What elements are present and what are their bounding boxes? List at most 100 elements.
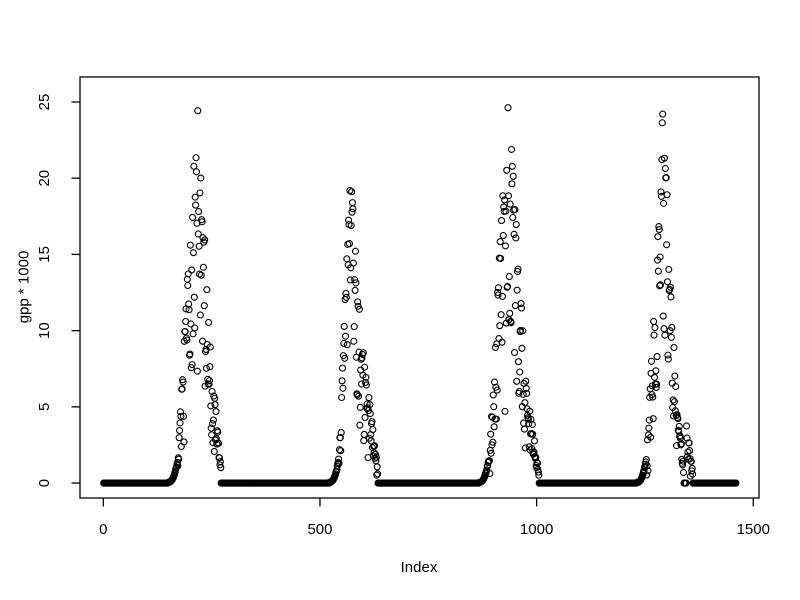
y-tick-label: 10	[36, 322, 53, 339]
data-point	[190, 162, 198, 170]
data-point	[524, 415, 532, 423]
data-point	[198, 218, 206, 226]
data-point	[661, 331, 669, 339]
data-point	[188, 361, 196, 369]
data-point	[200, 302, 208, 310]
data-point	[191, 193, 199, 201]
data-point	[210, 447, 218, 456]
data-point	[180, 438, 188, 446]
data-point	[338, 364, 347, 372]
data-point	[519, 390, 527, 398]
data-point	[494, 291, 502, 299]
data-point	[354, 298, 362, 306]
data-point	[509, 213, 517, 222]
data-point	[650, 317, 658, 326]
data-point	[208, 420, 217, 428]
y-tick-label: 0	[36, 479, 53, 487]
data-point	[339, 384, 347, 392]
x-tick-label: 1500	[737, 521, 770, 538]
data-point	[497, 311, 505, 319]
data-point	[365, 394, 373, 402]
data-point	[513, 377, 521, 385]
data-point	[374, 470, 382, 478]
data-point	[362, 373, 370, 381]
data-point	[187, 364, 195, 372]
data-point	[205, 318, 213, 326]
data-point	[674, 415, 682, 423]
data-point	[485, 457, 493, 465]
data-point	[643, 471, 651, 479]
data-point	[647, 357, 656, 365]
data-point	[522, 377, 530, 385]
data-point	[350, 337, 358, 345]
data-point	[192, 201, 200, 209]
data-point	[367, 437, 375, 445]
data-point	[673, 411, 681, 419]
data-point	[346, 276, 354, 284]
data-point	[209, 416, 217, 424]
data-point	[336, 434, 344, 442]
data-point	[334, 458, 342, 466]
data-point	[671, 372, 679, 380]
data-point	[338, 393, 346, 402]
data-point	[660, 325, 668, 333]
data-point	[519, 327, 527, 335]
data-point	[349, 259, 357, 267]
data-point	[192, 154, 200, 162]
data-point	[348, 208, 356, 216]
data-point	[679, 468, 688, 477]
data-point	[212, 407, 220, 416]
data-point	[655, 223, 663, 231]
data-point	[643, 462, 651, 470]
data-point	[335, 446, 344, 454]
x-tick-label: 1000	[520, 521, 553, 538]
data-point	[349, 205, 357, 213]
data-point	[366, 401, 374, 409]
data-point	[654, 267, 662, 275]
data-point	[507, 145, 516, 153]
data-point	[689, 470, 697, 478]
data-point	[175, 434, 183, 442]
data-point	[521, 399, 529, 407]
data-point	[176, 427, 184, 435]
data-point	[205, 380, 213, 388]
data-point	[190, 293, 198, 301]
data-point	[534, 468, 542, 476]
data-point	[490, 403, 498, 411]
data-point	[215, 439, 223, 447]
data-point	[661, 164, 669, 173]
data-point	[663, 241, 671, 249]
data-point	[516, 368, 524, 376]
data-point	[656, 282, 664, 290]
data-point	[351, 286, 359, 294]
data-point	[173, 458, 181, 467]
data-point	[660, 199, 668, 207]
data-point	[514, 358, 522, 366]
data-point	[215, 454, 223, 462]
data-point	[189, 249, 197, 257]
data-point	[501, 242, 509, 250]
data-point	[659, 110, 667, 118]
data-point	[520, 425, 529, 433]
data-point	[352, 279, 360, 287]
data-point	[493, 386, 501, 394]
data-point	[509, 172, 517, 180]
data-point	[203, 286, 211, 294]
data-point	[362, 381, 370, 389]
data-point	[186, 350, 194, 358]
data-point	[206, 363, 214, 371]
data-point	[206, 343, 214, 351]
data-point	[496, 322, 504, 330]
data-point	[353, 391, 361, 399]
data-point	[504, 192, 513, 200]
data-point	[499, 232, 507, 240]
data-point	[662, 174, 670, 182]
data-point	[682, 422, 691, 430]
data-point	[217, 464, 225, 472]
data-point	[652, 383, 660, 392]
data-point	[668, 379, 676, 387]
data-point	[528, 420, 536, 429]
data-point	[179, 378, 187, 386]
data-point	[176, 419, 184, 427]
data-point	[526, 407, 534, 415]
